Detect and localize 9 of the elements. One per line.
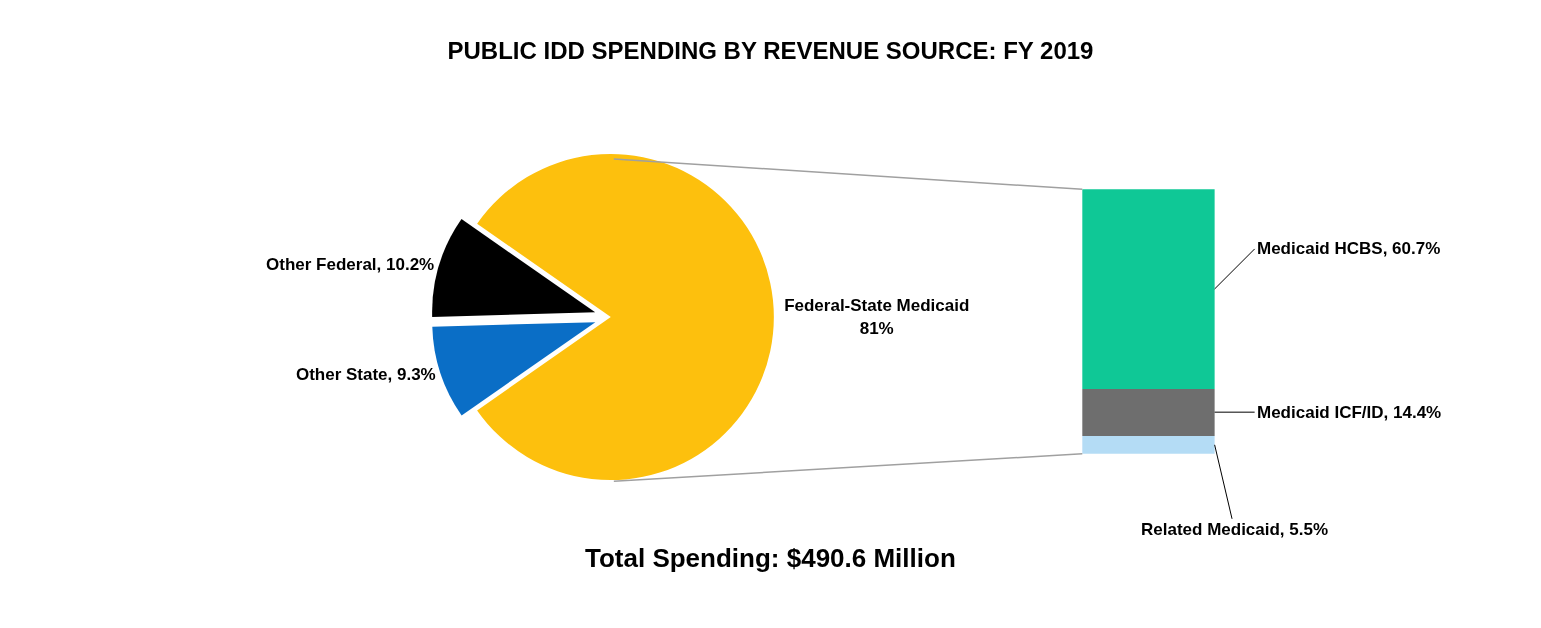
data-label: Related Medicaid, 5.5% — [1141, 520, 1329, 539]
slice-label: Federal-State Medicaid — [784, 296, 970, 316]
data-label: Medicaid HCBS, 60.7% — [1257, 239, 1441, 258]
slice-label: Other State, 9.3% — [295, 364, 436, 384]
data-label: 81% — [859, 318, 894, 338]
slice-label: Other Federal, 10.2% — [266, 255, 435, 275]
data-label: Medicaid ICF/ID, 14.4% — [1257, 403, 1442, 422]
chart-title: PUBLIC IDD SPENDING BY REVENUE SOURCE: FY 2019 — [447, 36, 1094, 64]
text: Total Spending: $490.6 Million — [585, 543, 956, 573]
